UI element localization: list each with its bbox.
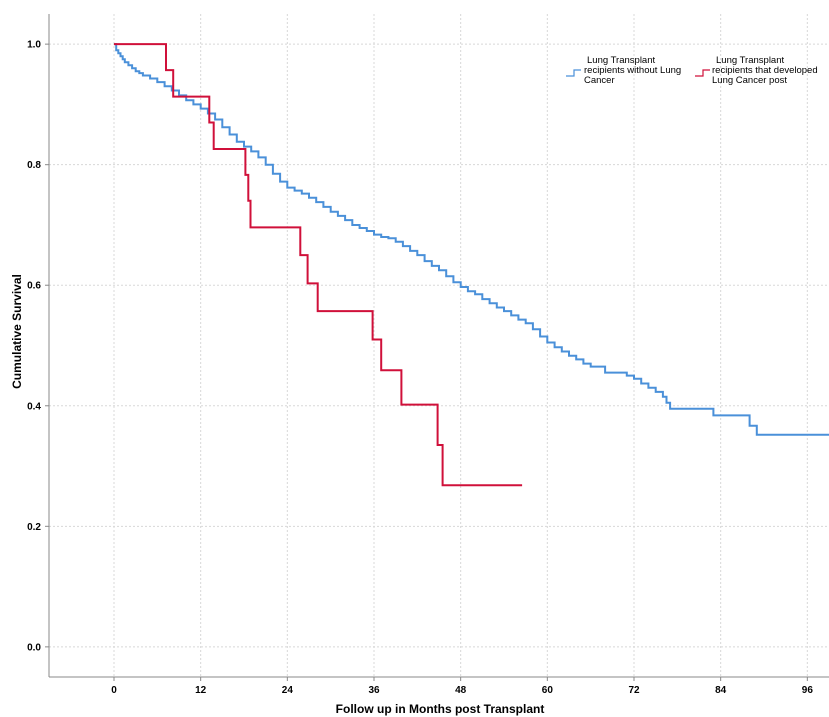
y-tick-label: 1.0: [27, 40, 41, 51]
x-tick-label: 96: [802, 685, 814, 696]
series-line-2: [114, 43, 523, 487]
legend-label-line: Lung Cancer post: [712, 75, 787, 86]
x-tick-label: 60: [542, 685, 554, 696]
tick-labels: 0 12 24 36 48 60 72 84 96 0.0 0.2 0.4 0.6 0.8 1.0: [27, 40, 813, 696]
y-tick-label: 0.8: [27, 160, 41, 171]
x-tick-label: 36: [368, 685, 380, 696]
legend-swatch: [566, 69, 581, 77]
legend-swatch: [695, 69, 710, 77]
legend-label-line: recipients that developed: [712, 65, 818, 76]
y-tick-label: 0.2: [27, 522, 41, 533]
x-tick-label: 72: [628, 685, 640, 696]
legend-label-line: recipients without Lung: [584, 65, 681, 76]
series-lines: [114, 43, 829, 487]
x-tick-label: 12: [195, 685, 207, 696]
x-axis-title: Follow up in Months post Transplant: [336, 702, 545, 716]
legend-label-line: Lung Transplant: [587, 55, 655, 66]
y-axis-title: Cumulative Survival: [10, 274, 24, 389]
axes: [48, 14, 829, 678]
y-tick-label: 0.6: [27, 281, 41, 292]
x-tick-label: 48: [455, 685, 467, 696]
y-tick-label: 0.0: [27, 642, 41, 653]
x-tick-label: 84: [715, 685, 727, 696]
y-tick-label: 0.4: [27, 401, 41, 412]
grid: [49, 14, 829, 677]
series-line-1: [114, 43, 829, 436]
legend-label-line: Lung Transplant: [716, 55, 784, 66]
x-tick-label: 0: [111, 685, 117, 696]
x-tick-label: 24: [282, 685, 294, 696]
legend-label-line: Cancer: [584, 75, 615, 86]
